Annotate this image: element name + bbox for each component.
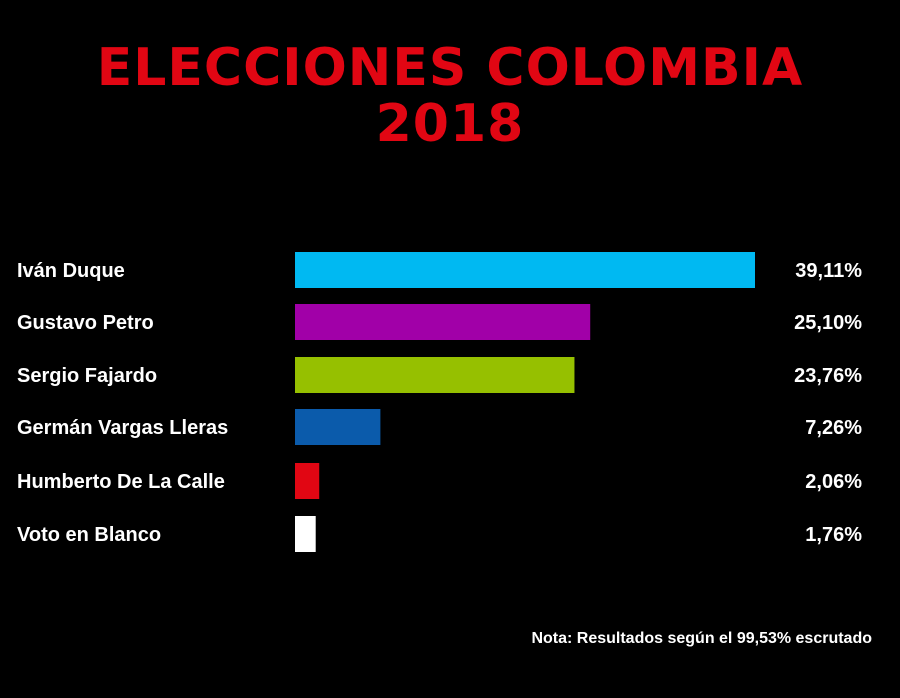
bar	[295, 357, 575, 393]
category-label: Germán Vargas Lleras	[17, 417, 228, 439]
category-label: Gustavo Petro	[17, 312, 154, 334]
bar	[295, 304, 591, 340]
category-label: Iván Duque	[17, 260, 125, 282]
value-label: 2,06%	[805, 471, 862, 493]
chart-title: ELECCIONES COLOMBIA 2018	[0, 40, 900, 152]
category-label: Humberto De La Calle	[17, 471, 225, 493]
bar	[295, 516, 316, 552]
value-label: 23,76%	[794, 365, 862, 387]
bar	[295, 463, 320, 499]
value-label: 39,11%	[795, 260, 862, 282]
bar	[295, 252, 755, 288]
value-label: 7,26%	[805, 417, 862, 439]
category-label: Sergio Fajardo	[17, 365, 157, 387]
footnote: Nota: Resultados según el 99,53% escruta…	[531, 630, 872, 647]
chart-title-line2: 2018	[375, 94, 525, 154]
category-label: Voto en Blanco	[17, 524, 161, 546]
bar	[295, 409, 381, 445]
chart-title-line1: ELECCIONES COLOMBIA	[96, 38, 804, 98]
value-label: 1,76%	[805, 524, 862, 546]
value-label: 25,10%	[794, 312, 862, 334]
